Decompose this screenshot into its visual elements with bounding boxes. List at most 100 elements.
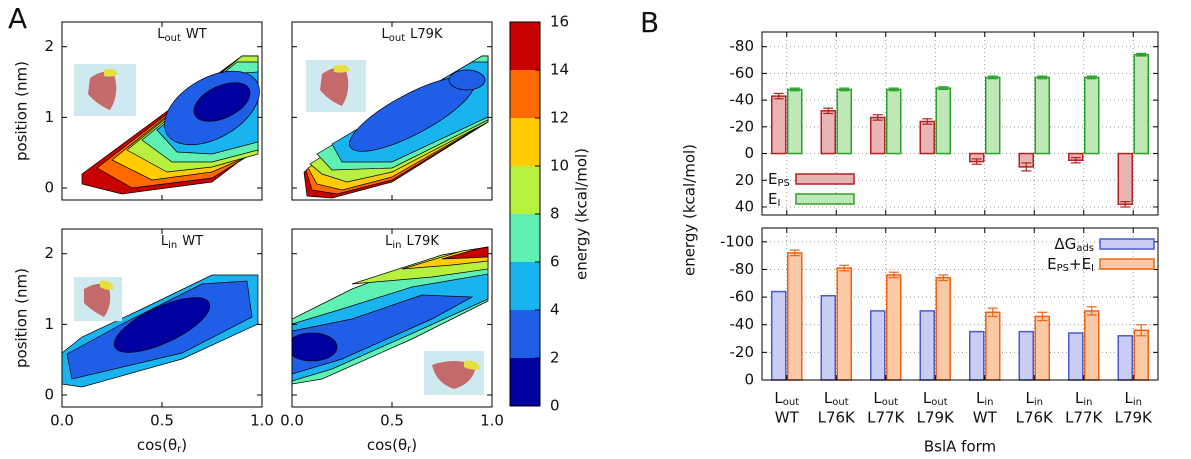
colorbar-tick-label: 14 bbox=[550, 61, 569, 79]
plot-title: Lout WT bbox=[157, 27, 206, 45]
subscript: I bbox=[1091, 263, 1094, 274]
panel-label: B bbox=[640, 6, 659, 39]
subscript: out bbox=[389, 33, 405, 44]
x-axis-label: cos(θr) bbox=[367, 436, 417, 456]
text-part: L bbox=[157, 27, 165, 42]
y-tick-label: 1 bbox=[44, 315, 54, 333]
bar bbox=[1133, 329, 1149, 381]
y-tick-label: 1 bbox=[44, 108, 54, 126]
subscript: ads bbox=[1076, 243, 1094, 254]
bar bbox=[1068, 332, 1084, 381]
subscript: out bbox=[882, 397, 898, 408]
contour-level bbox=[441, 246, 489, 260]
text-part: L bbox=[824, 389, 833, 407]
contour-level bbox=[448, 69, 486, 91]
y-tick-label: 2 bbox=[44, 244, 54, 262]
x-axis-label: BslA form bbox=[924, 438, 996, 456]
bar bbox=[969, 330, 985, 381]
subscript: PS bbox=[777, 178, 789, 189]
legend-swatch bbox=[795, 193, 855, 205]
contour-level bbox=[193, 82, 251, 122]
x-axis-label: cos(θr) bbox=[137, 436, 187, 456]
subscript: in bbox=[1133, 397, 1142, 408]
bar bbox=[1034, 315, 1050, 381]
bar bbox=[870, 116, 886, 155]
contour-map bbox=[62, 274, 259, 388]
color-swatch bbox=[510, 310, 540, 358]
text-part: ΔG bbox=[1054, 235, 1076, 253]
y-tick-label: -80 bbox=[730, 37, 755, 55]
colorbar-tick-label: 10 bbox=[550, 157, 569, 175]
subscript: out bbox=[165, 33, 181, 44]
contour-map bbox=[303, 55, 489, 199]
legend-label: EPS bbox=[768, 170, 790, 190]
y-tick-label: 40 bbox=[735, 197, 754, 215]
x-tick-label: Lin bbox=[976, 389, 993, 409]
bar bbox=[935, 87, 951, 155]
y-tick-label: -20 bbox=[730, 343, 755, 361]
subscript: out bbox=[832, 397, 848, 408]
color-swatch bbox=[510, 118, 540, 166]
y-tick-label: -60 bbox=[730, 64, 755, 82]
subscript: out bbox=[783, 397, 799, 408]
text-part: L bbox=[1075, 389, 1084, 407]
colorbar-tick-label: 2 bbox=[550, 349, 560, 367]
bar bbox=[787, 252, 803, 381]
color-swatch bbox=[510, 22, 540, 70]
legend-label: EPS+EI bbox=[1047, 255, 1094, 275]
text-part: E bbox=[768, 190, 777, 208]
bar bbox=[1117, 152, 1133, 206]
bar bbox=[820, 294, 836, 381]
y-tick-label: 20 bbox=[735, 171, 754, 189]
color-swatch bbox=[510, 214, 540, 262]
x-tick-label: WT bbox=[973, 409, 998, 427]
subscript: in bbox=[168, 240, 177, 251]
y-tick-label: -40 bbox=[730, 91, 755, 109]
y-tick-label: 0 bbox=[44, 178, 54, 196]
bar bbox=[1034, 76, 1050, 155]
y-axis-label: position (nm) bbox=[13, 61, 31, 161]
color-swatch bbox=[510, 70, 540, 118]
y-tick-label: 0 bbox=[44, 385, 54, 403]
y-tick-label: 2 bbox=[44, 37, 54, 55]
x-tick-label: Lin bbox=[1125, 389, 1142, 409]
x-tick-label: Lin bbox=[1026, 389, 1043, 409]
text-part: cos(θ bbox=[137, 436, 177, 454]
bar bbox=[771, 95, 787, 155]
plot-title: Lin L79K bbox=[385, 234, 439, 252]
subscript: r bbox=[177, 444, 182, 455]
text-part: L bbox=[382, 27, 390, 42]
subscript: in bbox=[392, 240, 401, 251]
x-tick-label: L79K bbox=[1115, 409, 1153, 427]
text-part: L bbox=[1125, 389, 1134, 407]
y-tick-label: -60 bbox=[730, 288, 755, 306]
text-part: L bbox=[774, 389, 783, 407]
bar bbox=[836, 88, 852, 155]
text-part: L bbox=[161, 234, 169, 249]
bar bbox=[1084, 310, 1100, 381]
text-part: +E bbox=[1069, 255, 1091, 273]
color-swatch bbox=[510, 358, 540, 406]
x-tick-label: Lout bbox=[873, 389, 898, 409]
text-part: E bbox=[768, 170, 777, 188]
y-axis-label: energy (kcal/mol) bbox=[681, 144, 699, 276]
text-part: ) bbox=[181, 436, 187, 454]
contour-map bbox=[292, 246, 489, 395]
bar bbox=[787, 88, 803, 155]
x-tick-label: Lin bbox=[1075, 389, 1092, 409]
colorbar-tick-label: 12 bbox=[550, 109, 569, 127]
text-part: cos(θ bbox=[367, 436, 407, 454]
bar bbox=[820, 110, 836, 155]
bar bbox=[1018, 330, 1034, 381]
bar bbox=[1133, 53, 1149, 155]
bar bbox=[771, 290, 787, 381]
x-tick-label: 0.0 bbox=[50, 412, 74, 430]
subscript: in bbox=[984, 397, 993, 408]
legend-label: ΔGads bbox=[1054, 235, 1094, 255]
x-tick-label: 0.0 bbox=[280, 412, 304, 430]
panel-label: A bbox=[8, 2, 27, 35]
axes-frame bbox=[761, 227, 1159, 381]
subscript: out bbox=[931, 397, 947, 408]
y-tick-label: -20 bbox=[730, 117, 755, 135]
x-tick-label: L79K bbox=[917, 409, 955, 427]
